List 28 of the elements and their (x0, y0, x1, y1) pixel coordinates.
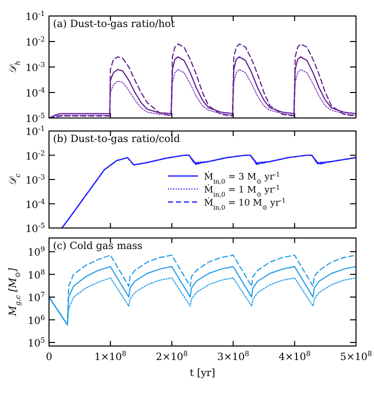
y-tick-label: 10$^{5}$ (28, 336, 45, 350)
y-tick-label: 10$^{-1}$ (25, 125, 45, 138)
y-tick-label: 10$^{6}$ (28, 314, 46, 327)
x-tick-label: 1×10$^{8}$ (94, 350, 126, 363)
chart-title: (a) Dust-to-gas ratio/hot (53, 19, 175, 30)
y-tick-label: 10$^{-5}$ (25, 112, 45, 125)
y-tick-label: 10$^{-4}$ (25, 198, 46, 211)
y-tick-label: 10$^{-1}$ (25, 10, 45, 23)
x-tick-label: 2×10$^{8}$ (156, 350, 188, 363)
chart-title: (b) Dust-to-gas ratio/cold (53, 134, 181, 145)
x-axis-title: t [yr] (190, 368, 216, 379)
y-tick-label: 10$^{9}$ (28, 246, 45, 259)
y-tick-label: 10$^{-4}$ (25, 86, 46, 100)
y-tick-label: 10$^{8}$ (28, 268, 45, 282)
y-tick-label: 10$^{-3}$ (25, 61, 45, 74)
legend-label: Ṁ$_{in,0}$ = 3 M$_{⊙}$ yr$^{-1}$ (204, 170, 280, 185)
x-tick-label: 3×10$^{8}$ (217, 350, 250, 363)
y-tick-label: 10$^{-2}$ (25, 149, 45, 162)
y-tick-label: 10$^{-2}$ (25, 36, 45, 48)
x-tick-label: 4×10$^{8}$ (278, 350, 311, 363)
y-tick-label: 10$^{-5}$ (25, 222, 45, 235)
y-tick-label: 10$^{7}$ (28, 291, 45, 304)
x-tick-label: 5×10$^{8}$ (340, 350, 372, 363)
chart-title: (c) Cold gas mass (53, 241, 142, 252)
legend-label: Ṁ$_{in,0}$ = 1 M$_{⊙}$ yr$^{-1}$ (204, 184, 280, 198)
y-tick-label: 10$^{-3}$ (25, 174, 45, 186)
x-tick-label: 0 (46, 352, 52, 363)
legend-label: Ṁ$_{in,0}$ = 10 M$_{⊙}$ yr$^{-1}$ (204, 196, 286, 211)
